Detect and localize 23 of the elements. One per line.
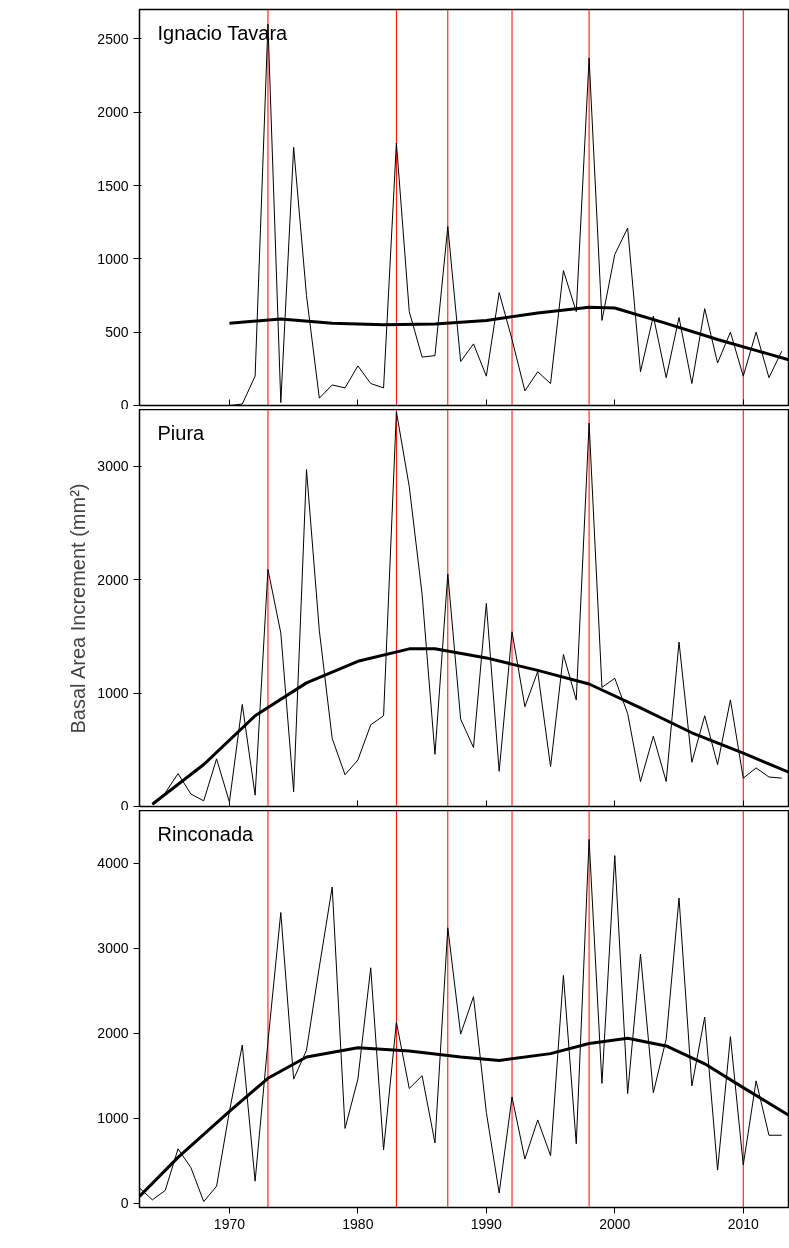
x-tick-label: 2010 bbox=[727, 1215, 760, 1232]
x-tick-label: 1990 bbox=[470, 1215, 503, 1232]
y-tick-label: 4000 bbox=[97, 855, 129, 872]
y-tick-label: 1500 bbox=[97, 177, 129, 194]
text: Rinconada bbox=[157, 822, 254, 845]
y-tick-label: 500 bbox=[105, 324, 129, 341]
x-tick-label: 1970 bbox=[213, 1215, 246, 1232]
y-tick-label: 1000 bbox=[97, 250, 129, 267]
y-tick-label: 0 bbox=[120, 797, 129, 814]
y-tick-label: 0 bbox=[120, 1195, 129, 1212]
y-tick-label: 0 bbox=[120, 396, 129, 413]
y-tick-label: 2000 bbox=[97, 1025, 129, 1042]
y-axis-title: Basal Area Increment (mm²) bbox=[67, 483, 90, 734]
y-tick-label: 3000 bbox=[97, 940, 129, 957]
x-tick-label: 1980 bbox=[342, 1215, 374, 1232]
y-tick-label: 3000 bbox=[97, 458, 129, 475]
y-tick-label: 1000 bbox=[97, 1110, 129, 1127]
y-tick-label: 1000 bbox=[97, 685, 129, 702]
y-tick-label: 2000 bbox=[97, 571, 129, 588]
text: Piura bbox=[157, 421, 206, 444]
y-tick-label: 2000 bbox=[97, 104, 129, 121]
x-tick-label: 2000 bbox=[599, 1215, 631, 1232]
y-tick-label: 2500 bbox=[97, 30, 129, 47]
